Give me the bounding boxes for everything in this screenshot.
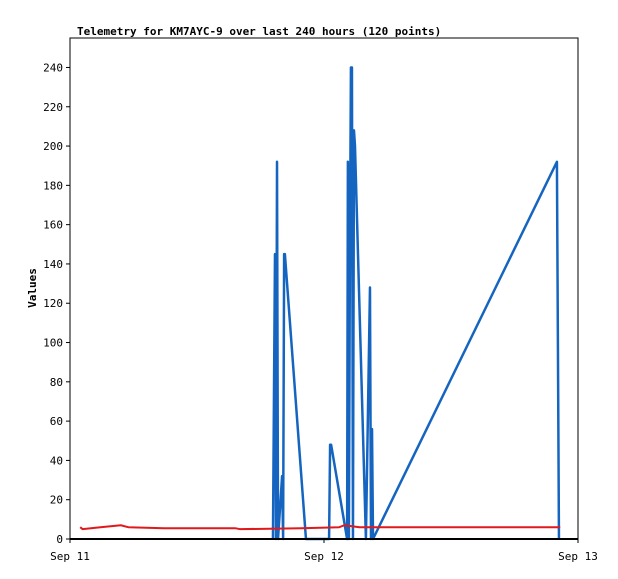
y-tick-label: 60 bbox=[50, 415, 63, 428]
y-tick-label: 0 bbox=[56, 533, 63, 546]
chart-title: Telemetry for KM7AYC-9 over last 240 hou… bbox=[77, 25, 441, 38]
y-tick-label: 220 bbox=[43, 101, 63, 114]
y-tick-label: 40 bbox=[50, 454, 63, 467]
y-tick-label: 120 bbox=[43, 297, 63, 310]
series-line bbox=[271, 66, 561, 541]
y-axis-label: Values bbox=[26, 268, 39, 308]
x-tick-label: Sep 11 bbox=[50, 550, 90, 563]
y-tick-label: 240 bbox=[43, 61, 63, 74]
x-tick-label: Sep 13 bbox=[558, 550, 598, 563]
series-line bbox=[79, 524, 561, 531]
y-tick-label: 180 bbox=[43, 179, 63, 192]
y-tick-label: 80 bbox=[50, 376, 63, 389]
x-tick-label: Sep 12 bbox=[304, 550, 344, 563]
y-tick-label: 20 bbox=[50, 494, 63, 507]
y-tick-label: 140 bbox=[43, 258, 63, 271]
y-tick-label: 160 bbox=[43, 219, 63, 232]
y-tick-label: 200 bbox=[43, 140, 63, 153]
y-tick-label: 100 bbox=[43, 337, 63, 350]
plot-frame bbox=[69, 37, 579, 540]
